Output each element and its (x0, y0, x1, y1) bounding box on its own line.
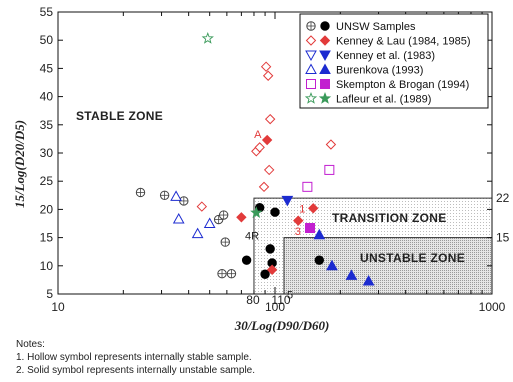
data-point-hollow-1-8 (325, 139, 337, 150)
data-point-hollow-1-7 (264, 113, 276, 125)
legend-marker-solid-0 (320, 21, 330, 31)
boundary-label-4: 110 (271, 293, 290, 307)
legend-entry-5: Lafleur et al. (1989) (336, 94, 431, 106)
legend-marker-hollow-5 (304, 92, 318, 104)
legend: UNSW Samples Kenney & Lau (1984, 1985) Ken… (299, 13, 489, 109)
marks-layer (135, 32, 375, 286)
data-point-solid-5-0 (250, 206, 263, 219)
legend-marker-hollow-1 (305, 35, 317, 46)
data-point-hollow-1-5 (262, 70, 274, 81)
y-axis-label: 15/Log(D20/D5) (12, 120, 27, 208)
data-point-hollow-1-2 (254, 142, 265, 153)
data-point-hollow-4-1 (302, 181, 313, 192)
point-annotation-4: 5 (287, 289, 293, 301)
x-tick-label-10: 10 (51, 300, 65, 314)
x-tick-label-100: 100 (265, 300, 285, 314)
point-annotation-0: A (254, 129, 262, 141)
data-point-hollow-3-1 (172, 212, 185, 224)
data-point-hollow-0-5 (220, 237, 230, 247)
data-point-hollow-0-4 (218, 210, 229, 220)
y-tick-label-40: 40 (40, 90, 54, 104)
point-annotation-3: 3 (295, 226, 301, 238)
legend-marker-hollow-4 (306, 79, 316, 89)
data-point-hollow-0-0 (135, 187, 146, 198)
legend-marker-solid-5 (318, 92, 332, 104)
data-point-hollow-1-4 (260, 61, 272, 72)
legend-marker-hollow-2 (305, 50, 317, 62)
data-point-hollow-4-0 (324, 164, 335, 175)
legend-box (299, 13, 489, 109)
legend-entry-4: Skempton & Brogan (1994) (336, 79, 469, 91)
data-point-solid-3-1 (326, 259, 338, 271)
data-point-solid-4-0 (305, 223, 316, 234)
y-tick-label-10: 10 (40, 259, 54, 273)
legend-marker-hollow-3 (305, 63, 317, 74)
legend-marker-solid-3 (319, 63, 331, 74)
notes: Notes: 1. Hollow symbol represents inter… (16, 338, 496, 377)
data-point-solid-1-1 (261, 134, 273, 146)
grading-stability-chart: STABLE ZONE TRANSITION ZONE UNSTABLE ZONE 2… (12, 5, 510, 333)
annotations-layer: A 4R 1 3 5 (245, 129, 305, 301)
boundary-label-1: 22 (496, 191, 510, 205)
data-point-solid-1-3 (293, 215, 304, 226)
data-point-solid-1-4 (308, 203, 319, 214)
data-point-solid-3-2 (345, 269, 358, 280)
unstable-zone-region (283, 237, 493, 295)
y-tick-label-45: 45 (40, 61, 54, 75)
note-solid: 2. Solid symbol represents internally un… (16, 365, 256, 376)
point-annotation-1: 4R (245, 230, 259, 242)
legend-marker-solid-1 (319, 35, 331, 46)
x-axis-label: 30/Log(D90/D60) (234, 318, 330, 333)
x-tick-label-1000: 1000 (479, 300, 506, 314)
stable-zone-label: STABLE ZONE (76, 109, 163, 123)
data-point-solid-3-0 (313, 228, 326, 240)
data-point-hollow-1-6 (263, 164, 275, 176)
legend-entry-3: Burenkova (1993) (336, 65, 423, 77)
data-point-solid-1-0 (236, 212, 247, 223)
note-hollow: 1. Hollow symbol represents internally s… (16, 352, 252, 363)
data-point-solid-3-3 (362, 274, 375, 286)
y-tick-label-55: 55 (40, 5, 54, 19)
boundary-label-2: 15 (496, 231, 510, 245)
data-point-hollow-1-3 (258, 181, 270, 193)
point-annotation-2: 1 (299, 203, 305, 215)
data-point-hollow-5-0 (201, 32, 214, 44)
y-tick-label-30: 30 (40, 146, 54, 160)
data-point-solid-0-6 (314, 255, 324, 265)
data-point-hollow-3-2 (191, 227, 204, 239)
legend-entry-0: UNSW Samples (336, 21, 416, 33)
data-point-hollow-0-7 (226, 268, 237, 279)
unstable-zone-label: UNSTABLE ZONE (360, 251, 465, 265)
legend-marker-solid-2 (319, 50, 331, 62)
y-tick-label-20: 20 (40, 202, 54, 216)
data-point-solid-0-3 (265, 244, 275, 254)
y-tick-label-5: 5 (46, 287, 53, 301)
legend-entry-1: Kenney & Lau (1984, 1985) (336, 36, 471, 48)
data-point-solid-1-2 (266, 264, 278, 275)
transition-zone-label: TRANSITION ZONE (332, 211, 447, 225)
data-point-solid-0-2 (260, 269, 270, 279)
legend-entry-2: Kenney et al. (1983) (336, 50, 435, 62)
y-tick-label-15: 15 (40, 231, 54, 245)
data-point-hollow-3-3 (203, 217, 216, 228)
data-point-hollow-1-0 (196, 201, 208, 212)
data-point-solid-0-5 (270, 207, 280, 217)
boundary-label-3: 80 (246, 293, 260, 307)
legend-marker-solid-4 (320, 79, 330, 89)
data-point-hollow-0-1 (159, 190, 170, 201)
y-tick-label-25: 25 (40, 174, 54, 188)
data-point-solid-2-0 (281, 195, 294, 207)
data-point-hollow-3-0 (170, 190, 182, 201)
data-point-solid-0-0 (241, 255, 252, 265)
zones-layer: STABLE ZONE TRANSITION ZONE UNSTABLE ZONE 2… (76, 109, 510, 307)
data-point-hollow-0-6 (217, 268, 227, 279)
data-point-hollow-0-2 (179, 196, 189, 206)
legend-marker-hollow-0 (306, 21, 316, 31)
y-tick-label-35: 35 (40, 118, 54, 132)
notes-heading: Notes: (16, 339, 45, 350)
y-tick-label-50: 50 (40, 33, 54, 47)
